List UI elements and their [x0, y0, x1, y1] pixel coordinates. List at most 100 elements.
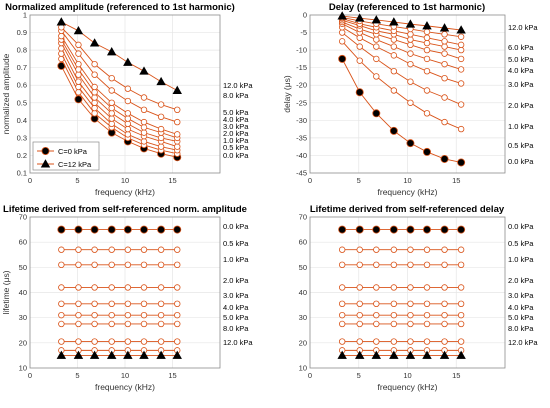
data-point	[157, 284, 165, 291]
data-point	[108, 74, 115, 82]
x-tick-label: 10	[403, 371, 411, 380]
data-point	[406, 225, 415, 234]
data-point	[356, 261, 363, 269]
data-point	[457, 225, 466, 234]
data-point	[124, 115, 132, 122]
series-label: 0.5 kPa	[508, 239, 534, 248]
data-point	[157, 225, 166, 234]
data-point	[124, 131, 132, 138]
data-point	[373, 36, 380, 43]
data-point	[422, 147, 431, 156]
data-point	[423, 311, 431, 319]
data-point	[356, 57, 363, 64]
x-tick-label: 10	[121, 176, 129, 185]
x-tick-label: 5	[357, 371, 361, 380]
data-point	[140, 129, 148, 136]
chart-panel-1: 0 5 10 15 0.1 0.2 0.3 0.4 0.5 0.6 0.7 0.8 0.9 1Normal…	[1, 2, 253, 197]
series-label: 1.0 kPa	[508, 255, 534, 264]
series-label: 12.0 kPa	[508, 23, 538, 32]
data-point	[457, 261, 465, 269]
data-point	[108, 311, 115, 319]
series-label: 4.0 kPa	[223, 115, 249, 124]
legend-marker	[40, 159, 51, 168]
series-2-0-kPa: 2.0 kPa	[58, 276, 249, 291]
x-tick-label: 0	[308, 371, 312, 380]
data-point	[457, 33, 465, 40]
data-point	[75, 311, 82, 319]
legend: C=0 kPa C=12 kPa	[32, 141, 100, 171]
data-point	[407, 78, 414, 85]
data-point	[157, 113, 165, 121]
data-point	[57, 225, 66, 234]
data-point	[456, 25, 466, 34]
data-point	[338, 300, 346, 308]
data-point	[372, 109, 381, 118]
data-point	[91, 110, 98, 117]
data-point	[457, 46, 465, 54]
data-point	[423, 55, 431, 63]
data-point	[91, 338, 98, 345]
y-tick-label: 0.1	[17, 169, 27, 178]
data-point	[157, 143, 165, 150]
chart-title: Delay (referenced to 1st harmonic)	[329, 2, 485, 13]
data-point	[75, 300, 82, 308]
data-point	[140, 338, 148, 345]
y-axis-label: delay (μs)	[282, 75, 292, 113]
data-point	[373, 311, 380, 319]
y-tick-label: 50	[19, 263, 27, 272]
y-tick-label: -35	[296, 133, 307, 142]
series-label: 5.0 kPa	[508, 313, 534, 322]
data-point	[390, 284, 398, 291]
data-point	[123, 225, 132, 234]
series-0-5-kPa: 0.5 kPa	[338, 38, 534, 150]
x-tick-label: 0	[308, 176, 312, 185]
y-tick-label: 40	[299, 288, 307, 297]
series-6-0-kPa: 6.0 kPa	[338, 15, 534, 52]
data-point	[407, 50, 414, 57]
data-point	[91, 284, 98, 291]
data-point	[108, 284, 115, 291]
data-point	[373, 284, 380, 291]
data-point	[124, 300, 132, 308]
series-label: 4.0 kPa	[223, 303, 249, 312]
data-point	[423, 39, 431, 47]
y-tick-label: 40	[19, 288, 27, 297]
data-point	[90, 225, 99, 234]
series-label: 0.0 kPa	[223, 222, 249, 231]
data-point	[172, 85, 182, 94]
plot-frame	[309, 216, 506, 369]
data-point	[373, 43, 380, 50]
series-label: 3.0 kPa	[223, 122, 249, 131]
data-point	[423, 110, 431, 117]
series-8-0-kPa: 8.0 kPa	[338, 324, 534, 345]
data-point	[389, 225, 398, 234]
series-4-0-kPa: 4.0 kPa	[58, 303, 249, 319]
data-point	[172, 350, 182, 359]
data-point	[457, 55, 465, 63]
data-point	[106, 350, 117, 359]
y-tick-label: 70	[19, 213, 27, 222]
data-point	[371, 350, 382, 359]
data-point	[140, 300, 148, 308]
data-point	[390, 320, 398, 328]
data-point	[75, 246, 82, 253]
data-point	[108, 261, 115, 269]
data-point	[140, 106, 148, 113]
data-point	[75, 338, 82, 345]
series-1-0-kPa: 1.0 kPa	[58, 255, 249, 269]
data-point	[124, 320, 132, 328]
data-point	[423, 246, 431, 253]
data-point	[91, 246, 98, 253]
data-point	[156, 350, 166, 359]
data-point	[441, 338, 448, 345]
data-point	[107, 225, 116, 234]
data-point	[439, 23, 450, 32]
data-point	[390, 338, 398, 345]
data-point	[91, 94, 98, 101]
x-axis-label: frequency (kHz)	[95, 187, 155, 197]
data-point	[75, 50, 82, 57]
x-tick-label: 15	[452, 371, 460, 380]
y-tick-label: 0.5	[17, 98, 27, 107]
data-point	[423, 320, 431, 328]
data-point	[108, 115, 115, 122]
